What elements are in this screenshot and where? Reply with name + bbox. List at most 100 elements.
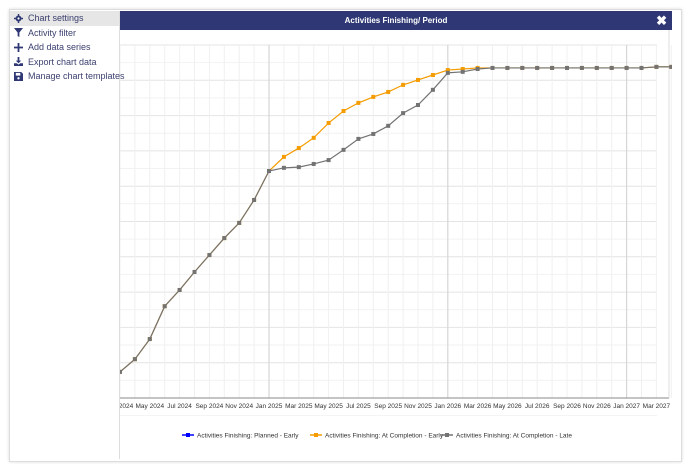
x-tick-label: Mar 2026 — [464, 403, 492, 410]
chart-panel: Activities Finishing/ Period ✖ 2024 May 2… — [120, 11, 672, 459]
data-point — [207, 253, 212, 258]
data-point — [416, 103, 420, 108]
data-point — [311, 135, 316, 140]
menu-label: Chart settings — [28, 13, 84, 24]
data-point — [401, 111, 406, 116]
x-tick-label: Sep 2024 — [195, 403, 223, 410]
data-point — [386, 123, 391, 128]
legend-marker — [186, 433, 190, 437]
data-point — [669, 64, 672, 69]
data-point — [341, 147, 346, 152]
legend-label: Activities Finishing: Planned - Early — [197, 433, 299, 440]
menu-label: Add data series — [28, 42, 91, 53]
download-icon — [14, 57, 23, 67]
data-point — [326, 158, 331, 163]
series-line — [120, 66, 672, 373]
menu-export-chart-data[interactable]: Export chart data — [10, 55, 119, 70]
data-point — [430, 73, 435, 78]
data-point — [550, 65, 555, 70]
data-point — [416, 77, 420, 82]
data-point — [147, 337, 152, 342]
data-point — [120, 369, 122, 374]
x-tick-label: Jul 2024 — [167, 403, 192, 410]
chart-header: Activities Finishing/ Period ✖ — [120, 11, 672, 30]
save-icon — [14, 71, 23, 81]
x-tick-label: Nov 2025 — [404, 403, 432, 410]
x-tick-label: Jan 2026 — [434, 403, 461, 410]
data-point — [654, 64, 659, 69]
x-tick-label: Mar 2027 — [643, 403, 671, 410]
data-point — [296, 165, 301, 170]
plus-icon — [14, 42, 23, 52]
menu-label: Export chart data — [28, 56, 97, 67]
data-point — [371, 131, 376, 136]
x-tick-label: May 2026 — [493, 403, 522, 410]
data-point — [490, 65, 495, 70]
data-point — [222, 236, 227, 241]
data-point — [475, 67, 480, 72]
data-point — [520, 65, 525, 70]
menu-activity-filter[interactable]: Activity filter — [10, 26, 119, 41]
data-point — [565, 65, 569, 70]
data-point — [445, 70, 450, 75]
data-point — [609, 65, 614, 70]
data-point — [624, 65, 629, 70]
series-line — [120, 66, 672, 373]
x-tick-label: 2024 — [120, 403, 134, 410]
data-point — [430, 87, 435, 92]
data-point — [296, 146, 301, 151]
x-tick-label: Jul 2026 — [525, 403, 550, 410]
data-point — [192, 269, 197, 274]
data-point — [639, 65, 644, 70]
x-tick-label: May 2025 — [314, 403, 343, 410]
data-point — [281, 154, 286, 159]
data-point — [535, 65, 540, 70]
data-point — [460, 69, 465, 74]
legend-marker — [314, 433, 318, 437]
data-point — [386, 89, 391, 94]
data-point — [460, 67, 465, 72]
data-point — [177, 287, 182, 292]
menu-add-data-series[interactable]: Add data series — [10, 40, 119, 55]
x-tick-label: Sep 2026 — [553, 403, 581, 410]
x-tick-label: Jan 2027 — [613, 403, 640, 410]
data-point — [356, 100, 361, 105]
x-tick-label: Nov 2026 — [583, 403, 611, 410]
x-tick-label: Nov 2024 — [225, 403, 253, 410]
data-point — [237, 220, 242, 225]
menu-chart-settings[interactable]: Chart settings — [10, 11, 119, 26]
data-point — [579, 65, 584, 70]
data-point — [267, 169, 271, 174]
chart-title: Activities Finishing/ Period — [344, 16, 448, 25]
data-point — [401, 82, 406, 87]
data-point — [132, 357, 137, 362]
filter-icon — [14, 28, 23, 38]
data-point — [252, 197, 257, 202]
data-point — [594, 65, 599, 70]
menu-label: Activity filter — [28, 27, 77, 38]
chart-menu: Chart settings Activity filter Add data … — [10, 11, 125, 459]
data-point — [371, 94, 376, 99]
line-chart: 2024 May 2024 Jul 2024 Sep 2024 Nov 2024 Jan … — [120, 30, 672, 440]
x-tick-label: Jan 2025 — [256, 403, 283, 410]
legend-marker — [445, 433, 449, 437]
legend-label: Activities Finishing: At Completion - Ea… — [325, 433, 444, 440]
data-point — [311, 161, 316, 166]
data-point — [341, 109, 346, 114]
menu-label: Manage chart templates — [28, 71, 125, 82]
legend-label: Activities Finishing: At Completion - La… — [456, 433, 572, 440]
data-point — [162, 304, 167, 309]
data-point — [356, 136, 361, 141]
close-icon[interactable]: ✖ — [656, 13, 667, 28]
x-tick-label: Jul 2025 — [346, 403, 371, 410]
gear-icon — [14, 13, 23, 23]
x-tick-label: Sep 2025 — [374, 403, 402, 410]
x-tick-label: Mar 2025 — [285, 403, 313, 410]
data-point — [326, 121, 331, 126]
data-point — [281, 165, 286, 170]
chart-window — [9, 9, 682, 462]
data-point — [505, 65, 510, 70]
data-point — [445, 68, 450, 73]
x-tick-label: May 2024 — [136, 403, 165, 410]
menu-manage-chart-templates[interactable]: Manage chart templates — [10, 69, 125, 84]
